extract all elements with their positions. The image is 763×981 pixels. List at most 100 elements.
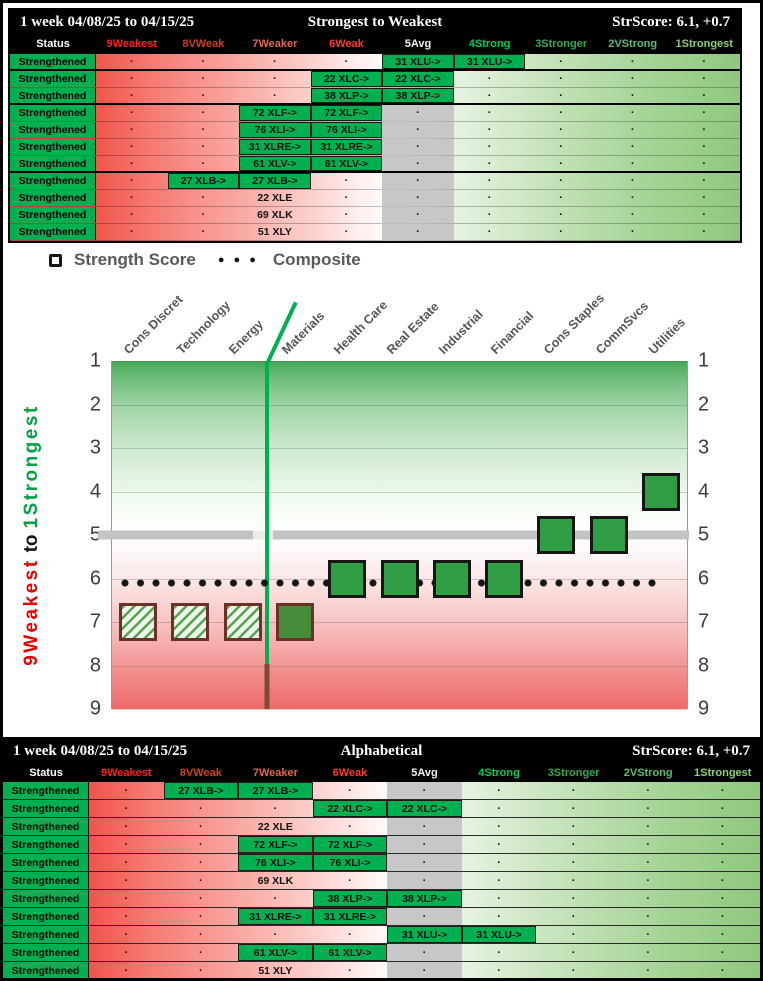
ticker-cell-61-xlv: 61 XLV->: [312, 944, 388, 961]
empty-cell: ·: [198, 874, 203, 887]
composite-dots-icon: ● ● ●: [217, 254, 259, 266]
gridline-2: [112, 404, 687, 406]
status-cell: Strengthened: [3, 890, 89, 907]
ticker-cell-22-xle: 22 XLE: [257, 192, 293, 204]
empty-cell: ·: [720, 964, 725, 977]
gridline-7: [112, 622, 687, 623]
empty-cell: ·: [273, 928, 278, 941]
table-row: Strengthened · · 72 XLF-> 72 XLF-> · · · · ·: [3, 836, 760, 854]
y-tick-left-7: 7: [89, 610, 101, 633]
column-header-9weakest: 9Weakest: [100, 766, 152, 779]
legend-strength-score-label: Strength Score: [74, 250, 196, 269]
ticker-cell-22-xlc: 22 XLC->: [310, 71, 383, 87]
y-tick-right-1: 1: [698, 349, 710, 372]
empty-cell: ·: [720, 892, 725, 905]
gridline-3: [112, 448, 687, 449]
empty-cell: ·: [387, 818, 462, 835]
empty-cell: ·: [497, 838, 501, 851]
x-label-energy: Energy: [226, 317, 267, 357]
empty-cell: ·: [382, 122, 454, 138]
empty-cell: ·: [630, 107, 635, 119]
table-row: Strengthened · · · 22 XLC-> 22 XLC-> · · · ·: [10, 71, 740, 88]
x-label-health-care: Health Care: [331, 297, 391, 357]
alphabetical-section: 1 week 04/08/25 to 04/15/25 Alphabetical…: [3, 737, 760, 978]
empty-cell: ·: [344, 226, 349, 238]
y-tick-left-2: 2: [89, 393, 101, 415]
table-row: Strengthened · · · 22 XLC-> 22 XLC-> · · · ·: [3, 800, 760, 818]
empty-cell: ·: [630, 192, 635, 204]
table-row: Strengthened · · 61 XLV-> 61 XLV-> · · · · ·: [3, 944, 760, 962]
empty-cell: ·: [720, 838, 725, 851]
gridline-1: [112, 361, 687, 362]
y-tick-right-8: 8: [698, 654, 710, 676]
empty-cell: ·: [129, 209, 134, 221]
empty-cell: ·: [201, 73, 206, 85]
empty-cell: ·: [702, 124, 707, 136]
ticker-cell-22-xlc: 22 XLC->: [312, 800, 388, 817]
status-cell: Strengthened: [3, 836, 89, 853]
ticker-cell-31-xlu: 31 XLU->: [461, 926, 537, 943]
empty-cell: ·: [646, 946, 650, 959]
empty-cell: ·: [497, 964, 501, 977]
empty-cell: ·: [497, 910, 501, 923]
y-axis-title: 9Weakest to 1Strongest: [21, 404, 43, 666]
ticker-cell-61-xlv: 61 XLV->: [310, 156, 383, 171]
empty-cell: ·: [487, 73, 492, 85]
empty-cell: ·: [348, 784, 352, 797]
table-row: Strengthened · · · 38 XLP-> 38 XLP-> · · · ·: [3, 890, 760, 908]
status-cell: Strengthened: [10, 207, 96, 223]
column-header-5avg: 5Avg: [411, 766, 438, 779]
empty-cell: ·: [571, 874, 576, 887]
empty-cell: ·: [559, 209, 563, 221]
table-row: Strengthened · · 61 XLV-> 61 XLV-> · · · · ·: [10, 156, 740, 173]
axis-to-label: to: [21, 534, 42, 553]
empty-cell: ·: [559, 73, 563, 85]
empty-cell: ·: [487, 192, 492, 204]
empty-cell: ·: [559, 107, 563, 119]
ticker-cell-38-xlp: 38 XLP->: [382, 88, 454, 103]
empty-cell: ·: [571, 946, 576, 959]
empty-cell: ·: [646, 910, 650, 923]
axis-weak-label: 9Weakest: [21, 558, 42, 666]
empty-cell: ·: [387, 872, 462, 889]
empty-cell: ·: [387, 782, 462, 799]
empty-cell: ·: [344, 55, 349, 68]
empty-cell: ·: [273, 802, 278, 815]
empty-cell: ·: [198, 892, 203, 905]
status-cell: Strengthened: [3, 926, 89, 943]
ticker-cell-76-xli: 76 XLI->: [310, 122, 383, 138]
empty-cell: ·: [646, 964, 650, 977]
marker-financial: [485, 559, 524, 598]
empty-cell: ·: [487, 157, 492, 170]
empty-cell: ·: [571, 820, 576, 833]
ticker-cell-38-xlp: 38 XLP->: [387, 890, 462, 907]
ticker-cell-31-xlre: 31 XLRE->: [239, 139, 311, 155]
highlight-vline: [265, 361, 270, 664]
empty-cell: ·: [571, 964, 576, 977]
empty-cell: ·: [129, 124, 134, 136]
empty-cell: ·: [382, 139, 454, 155]
empty-cell: ·: [630, 141, 635, 153]
empty-cell: ·: [124, 964, 129, 977]
column-header-1strongest: 1Strongest: [675, 38, 733, 50]
y-tick-right-2: 2: [698, 393, 710, 415]
y-tick-left-6: 6: [89, 567, 101, 589]
empty-cell: ·: [487, 175, 492, 187]
empty-cell: ·: [124, 802, 129, 815]
empty-cell: ·: [646, 892, 650, 905]
chart-body: 9Weakest to 1Strongest 1 2 3 4 5 6 7 8 9 Cons Disc…: [3, 273, 760, 719]
marker-cons-staples: [537, 516, 576, 554]
ticker-cell-31-xlu: 31 XLU->: [387, 926, 462, 943]
empty-cell: ·: [571, 838, 576, 851]
empty-cell: ·: [559, 192, 563, 204]
legend-composite-label: Composite: [272, 250, 361, 269]
empty-cell: ·: [273, 89, 277, 102]
empty-cell: ·: [124, 838, 129, 851]
empty-cell: ·: [630, 55, 635, 68]
empty-cell: ·: [201, 141, 206, 153]
y-axis-title-column: 9Weakest to 1Strongest: [3, 273, 61, 709]
bottom-table-rows: Strengthened · 27 XLB-> 27 XLB-> · · · · · · Stren…: [3, 782, 760, 978]
empty-cell: ·: [201, 89, 206, 102]
status-cell: Strengthened: [3, 872, 89, 889]
